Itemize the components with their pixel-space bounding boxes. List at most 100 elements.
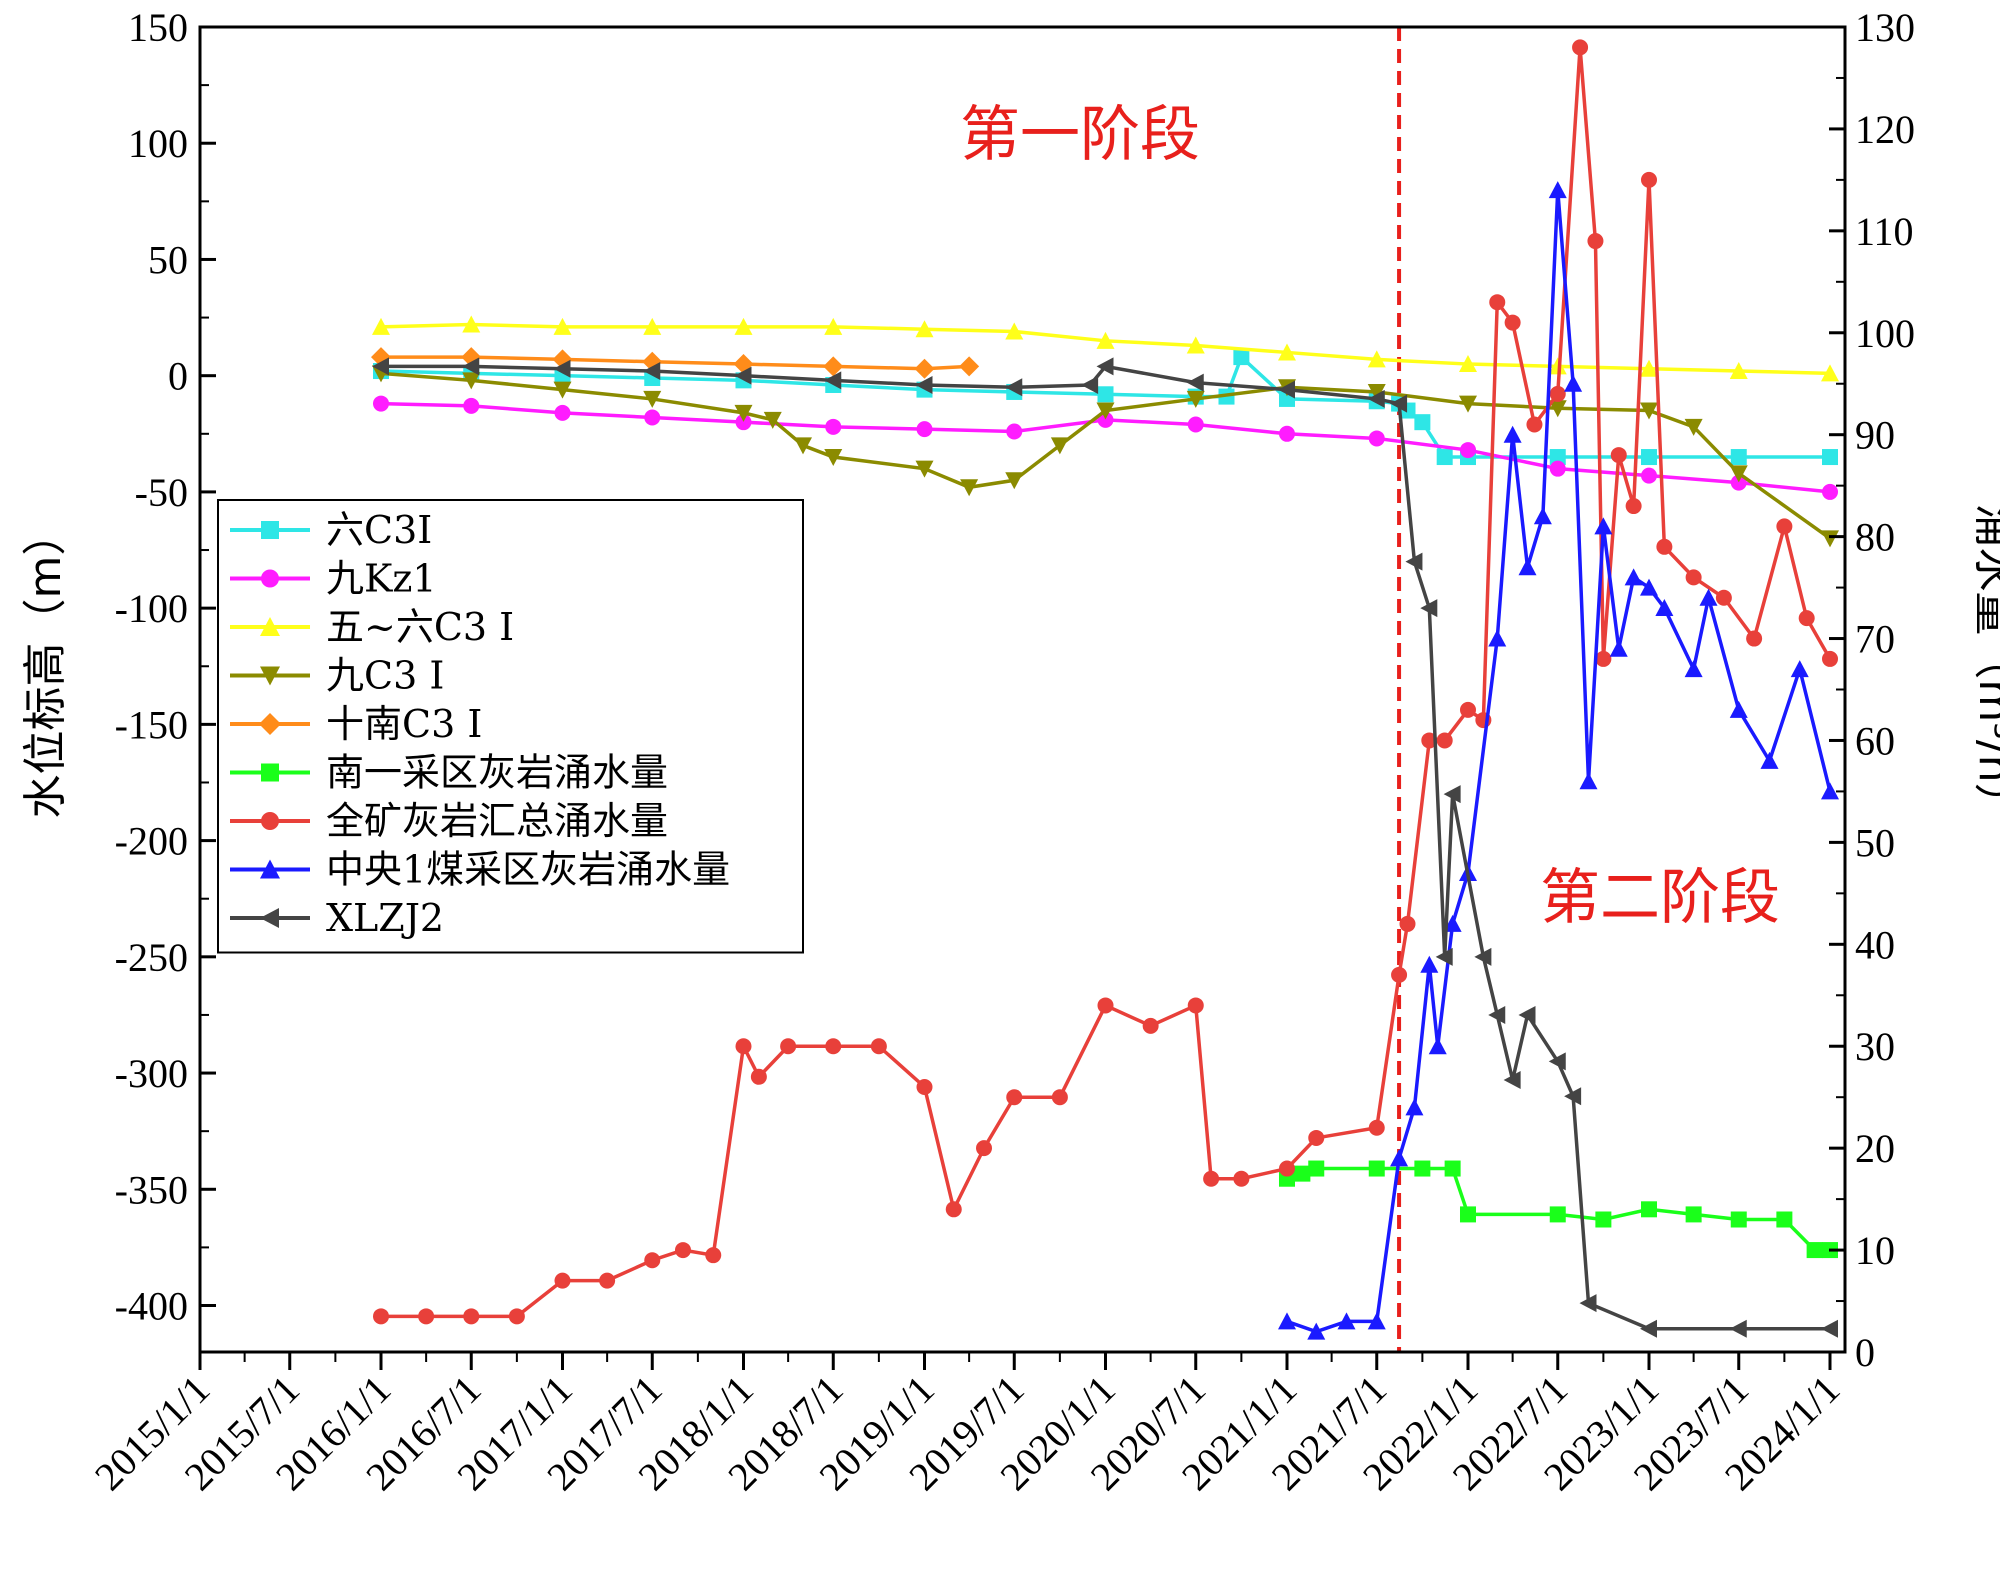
data-point <box>825 418 842 435</box>
data-point <box>1776 518 1793 535</box>
data-point <box>553 317 572 335</box>
data-point <box>1186 373 1204 392</box>
y-right-tick-label: 30 <box>1855 1024 1895 1069</box>
series-line <box>380 371 1832 540</box>
y-left-tick-label: -400 <box>115 1284 188 1329</box>
data-point <box>373 1308 390 1325</box>
phase1-label: 第一阶段 <box>960 100 1200 170</box>
data-point <box>1579 772 1598 790</box>
data-point <box>1822 483 1838 500</box>
data-point <box>824 317 843 335</box>
y-left-tick-label: -150 <box>115 702 188 747</box>
data-point <box>554 404 571 421</box>
data-point <box>674 1242 691 1259</box>
data-point <box>1420 955 1439 973</box>
data-point <box>1821 1319 1838 1338</box>
y-right-tick-label: 130 <box>1855 5 1915 50</box>
data-point <box>824 449 843 467</box>
data-point <box>1005 322 1024 340</box>
data-point <box>1051 1089 1068 1106</box>
legend-label: 十南C3 I <box>326 702 482 746</box>
series-line <box>381 364 1830 1331</box>
data-point <box>1444 1160 1461 1177</box>
data-point <box>916 421 933 438</box>
data-point <box>734 404 753 422</box>
data-point <box>1640 467 1657 484</box>
data-point <box>1549 1206 1566 1223</box>
data-point <box>1639 1319 1657 1338</box>
data-point <box>643 362 661 381</box>
data-point <box>1050 437 1069 455</box>
data-point <box>1548 1052 1566 1071</box>
legend-label: 九Kz1 <box>326 557 437 601</box>
legend-box <box>217 499 804 954</box>
data-point <box>1278 425 1295 442</box>
y-right-tick-label: 60 <box>1855 718 1895 763</box>
data-point <box>1595 650 1612 667</box>
y-right-tick-label: 20 <box>1855 1126 1895 1171</box>
data-point <box>1458 395 1477 413</box>
data-point <box>1821 530 1839 548</box>
data-point <box>780 1038 797 1055</box>
data-point <box>1294 1165 1311 1182</box>
data-point <box>1548 357 1567 375</box>
data-point <box>1278 1160 1295 1177</box>
data-point <box>1097 411 1114 428</box>
y-right-tick-label: 100 <box>1855 311 1915 356</box>
data-point <box>1610 447 1627 464</box>
data-point <box>1572 39 1589 56</box>
data-point <box>644 409 661 426</box>
data-point <box>1729 465 1748 483</box>
legend-swatch-marker <box>261 812 279 830</box>
data-point <box>1518 1005 1536 1024</box>
data-point <box>1489 294 1506 311</box>
data-point <box>1548 181 1567 199</box>
data-point <box>945 1201 962 1218</box>
y-left-tick-label: -350 <box>115 1167 188 1212</box>
data-point <box>1428 1037 1447 1055</box>
data-point <box>1367 1312 1386 1330</box>
data-point <box>1488 629 1507 647</box>
data-point <box>735 414 752 431</box>
data-point <box>1684 418 1703 436</box>
data-point <box>823 356 844 377</box>
data-point <box>372 317 391 335</box>
data-point <box>1474 947 1492 966</box>
data-point <box>1390 1149 1409 1167</box>
data-point <box>1368 430 1385 447</box>
data-point <box>1625 498 1642 515</box>
data-point <box>1186 390 1205 408</box>
data-point <box>1564 1087 1582 1106</box>
data-point <box>1609 639 1628 657</box>
legend-swatch-marker <box>261 521 279 539</box>
data-point <box>1806 1242 1823 1259</box>
data-point <box>1458 355 1477 373</box>
data-point <box>1368 1119 1385 1136</box>
data-point <box>1414 1160 1431 1177</box>
data-point <box>1685 569 1702 586</box>
data-point <box>1655 598 1674 616</box>
data-point <box>1730 449 1747 466</box>
data-point <box>1639 402 1658 420</box>
legend-label: 全矿灰岩汇总涌水量 <box>326 799 668 843</box>
data-point <box>1187 997 1204 1014</box>
data-point <box>960 479 979 497</box>
data-point <box>1639 359 1658 377</box>
data-point <box>1307 1322 1326 1340</box>
y-right-tick-label: 80 <box>1855 515 1895 560</box>
data-point <box>916 1079 933 1095</box>
y-left-tick-label: 100 <box>128 121 188 166</box>
data-point <box>1549 385 1566 402</box>
data-point <box>1081 375 1099 394</box>
series-7 <box>1277 181 1839 1340</box>
y-right-tick-label: 0 <box>1855 1330 1875 1375</box>
data-point <box>372 357 390 376</box>
data-point <box>915 460 934 478</box>
series-2 <box>372 315 1839 382</box>
data-point <box>1390 394 1408 413</box>
data-point <box>1518 558 1537 576</box>
legend-label: XLZJ2 <box>326 896 444 940</box>
series-layer <box>371 39 1839 1340</box>
data-point <box>508 1308 525 1325</box>
data-point <box>1729 700 1748 718</box>
